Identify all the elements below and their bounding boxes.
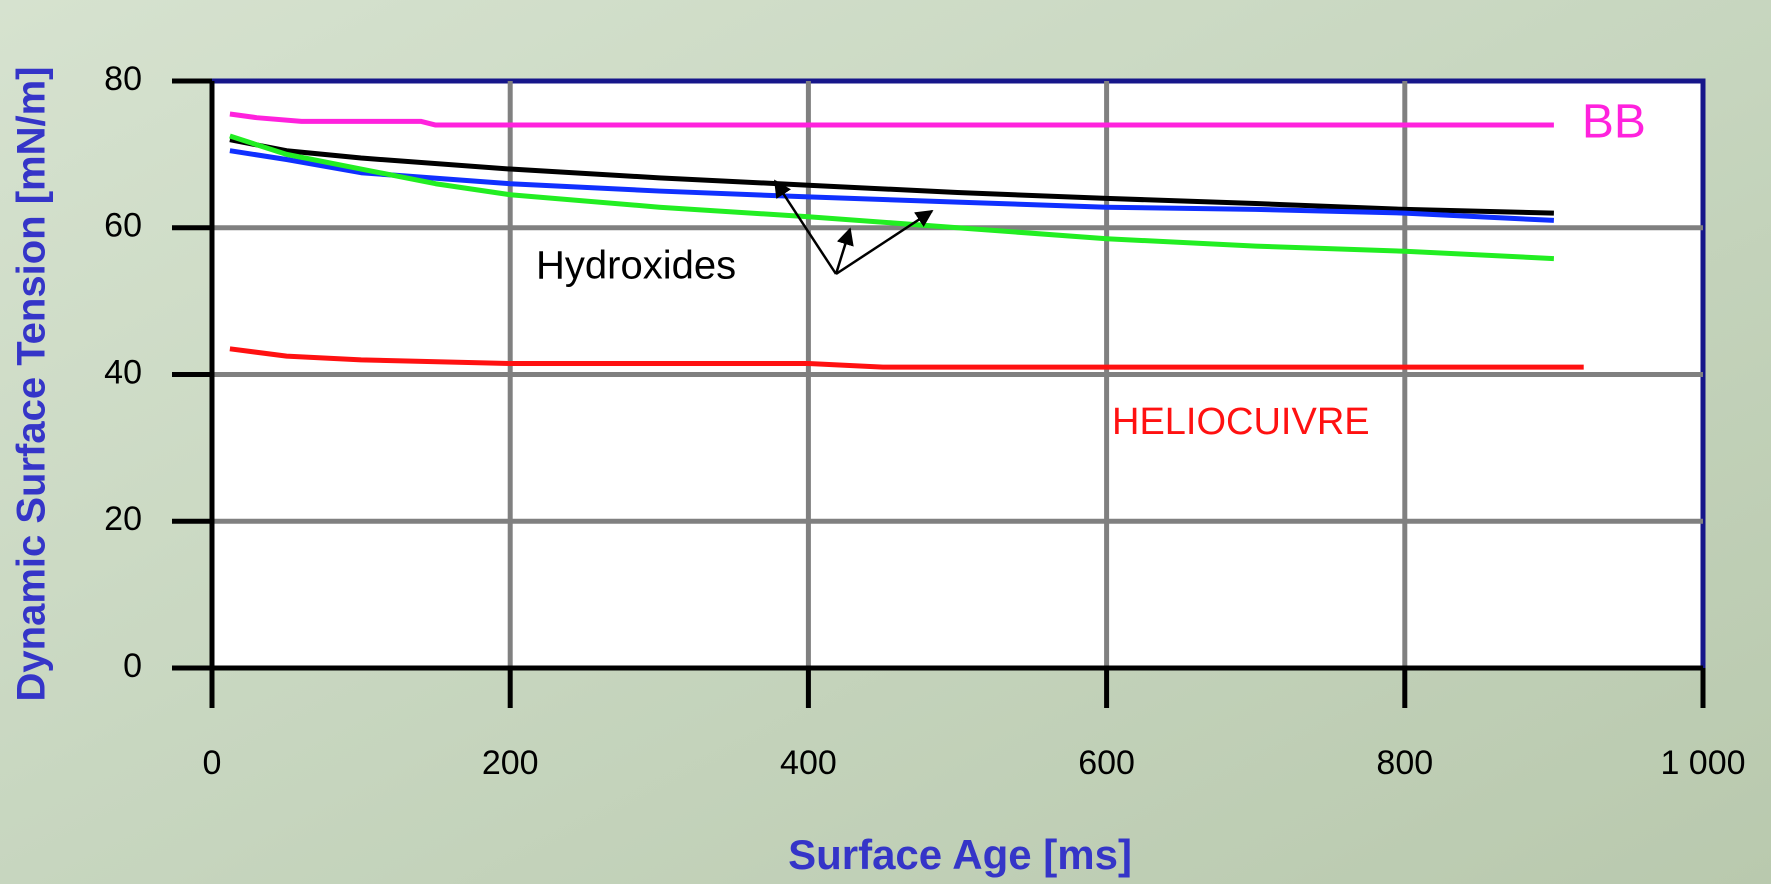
y-tick-label: 60 — [104, 207, 142, 245]
series-line — [229, 346, 1584, 370]
x-tick-label: 800 — [1376, 744, 1433, 782]
annotation: Hydroxides — [536, 244, 736, 288]
series-line — [229, 133, 1555, 262]
x-tick-label: 1 000 — [1660, 744, 1745, 782]
y-tick-label: 80 — [104, 60, 142, 98]
x-tick-label: 200 — [482, 744, 539, 782]
y-tick-label: 20 — [104, 500, 142, 538]
x-tick-label: 0 — [203, 744, 222, 782]
y-tick-label: 0 — [123, 647, 142, 685]
y-axis-title: Dynamic Surface Tension [mN/m] — [10, 67, 54, 702]
series-label: HELIOCUIVRE — [1112, 401, 1370, 443]
arrow — [773, 179, 838, 275]
series-line — [229, 148, 1555, 223]
series-line — [229, 111, 1554, 128]
arrow — [834, 227, 854, 275]
series-line — [229, 137, 1554, 216]
series-label: BB — [1582, 96, 1646, 149]
x-axis-title: Surface Age [ms] — [788, 831, 1132, 878]
x-tick-label: 600 — [1078, 744, 1135, 782]
arrow — [835, 209, 934, 276]
lines — [229, 111, 1584, 370]
annotation-arrows — [773, 179, 934, 276]
x-tick-label: 400 — [780, 744, 837, 782]
y-tick-label: 40 — [104, 353, 142, 391]
